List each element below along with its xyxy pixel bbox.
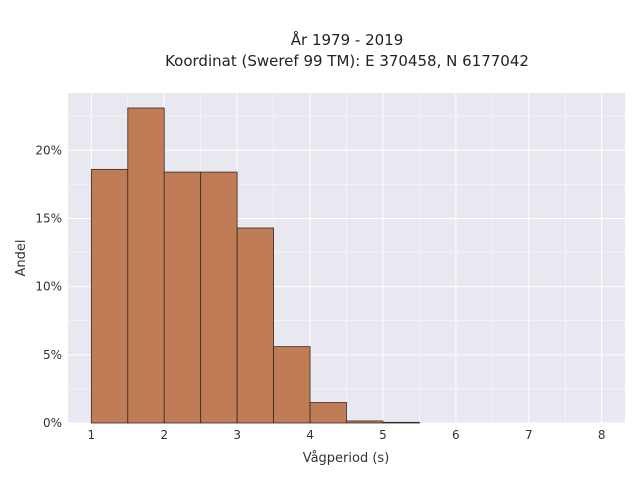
- histogram-bar: [90, 168, 129, 424]
- chart-title-line-1: År 1979 - 2019: [291, 30, 404, 49]
- x-tick-label: 5: [379, 428, 387, 442]
- bars: [90, 107, 420, 424]
- y-axis-label: Andel: [14, 240, 29, 277]
- x-tick-label: 8: [598, 428, 606, 442]
- x-axis-label: Vågperiod (s): [303, 451, 390, 466]
- x-tick-label: 3: [233, 428, 241, 442]
- histogram-bar: [309, 402, 347, 424]
- x-tick-label: 7: [525, 428, 533, 442]
- y-tick-label: 5%: [43, 348, 62, 362]
- x-tick-label: 2: [160, 428, 168, 442]
- chart-title-line-2: Koordinat (Sweref 99 TM): E 370458, N 61…: [165, 52, 529, 70]
- histogram-bar: [382, 421, 420, 424]
- histogram-bar: [346, 420, 384, 424]
- histogram-bar: [163, 171, 202, 424]
- histogram-bar: [273, 346, 311, 424]
- x-axis-ticks: 1 2 3 4 5 6 7 8: [88, 428, 606, 442]
- y-tick-label: 0%: [43, 416, 62, 430]
- histogram-bar: [236, 227, 274, 424]
- histogram-bar: [200, 171, 238, 424]
- y-tick-label: 10%: [35, 280, 62, 294]
- x-tick-label: 4: [306, 428, 314, 442]
- y-axis-ticks: 0% 5% 10% 15% 20%: [35, 143, 62, 430]
- histogram-bar: [127, 107, 165, 424]
- x-tick-label: 6: [452, 428, 460, 442]
- y-tick-label: 15%: [35, 211, 62, 225]
- y-tick-label: 20%: [35, 143, 62, 157]
- x-tick-label: 1: [88, 428, 96, 442]
